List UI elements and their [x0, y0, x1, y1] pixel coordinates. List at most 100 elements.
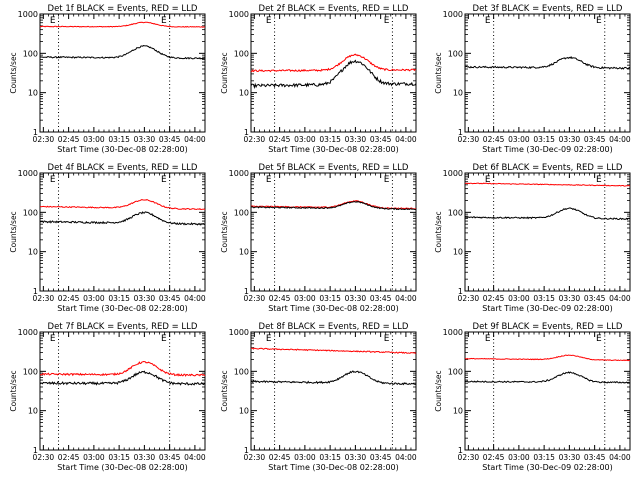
x-tick-label: 02:30 — [458, 135, 480, 144]
panel-title: Det 7f BLACK = Events, RED = LLD — [48, 322, 198, 332]
panel-title: Det 6f BLACK = Events, RED = LLD — [473, 163, 623, 173]
marker-label: E — [596, 334, 602, 344]
y-axis-label: Counts/sec — [434, 211, 443, 252]
plot-frame — [250, 172, 417, 292]
series-lld-line — [39, 360, 206, 377]
x-tick-label: 02:30 — [33, 294, 55, 303]
y-tick-label: 1000 — [229, 10, 249, 19]
y-tick-label: 1 — [33, 128, 38, 137]
marker-label: E — [266, 16, 272, 26]
y-tick-label: 1 — [244, 128, 249, 137]
plot-frame — [464, 13, 631, 133]
marker-label: E — [50, 16, 56, 26]
plot-frame — [39, 172, 206, 292]
series-events-line — [464, 371, 631, 384]
x-tick-label: 03:45 — [370, 135, 392, 144]
x-tick-label: 02:45 — [269, 453, 291, 462]
x-tick-label: 02:45 — [483, 135, 505, 144]
y-tick-label: 1 — [244, 446, 249, 455]
y-tick-label: 10 — [28, 407, 38, 416]
panel-title: Det 1f BLACK = Events, RED = LLD — [48, 4, 198, 14]
panel-title: Det 3f BLACK = Events, RED = LLD — [473, 4, 623, 14]
x-tick-label: 03:15 — [108, 135, 130, 144]
x-tick-label: 03:45 — [159, 294, 181, 303]
x-tick-label: 04:00 — [184, 453, 206, 462]
x-tick-label: 03:45 — [370, 453, 392, 462]
series-lld-line — [464, 182, 631, 187]
x-tick-label: 02:45 — [269, 135, 291, 144]
y-tick-label: 100 — [234, 208, 249, 217]
x-tick-label: 02:30 — [458, 294, 480, 303]
panel-title: Det 4f BLACK = Events, RED = LLD — [48, 163, 198, 173]
x-tick-label: 02:30 — [33, 135, 55, 144]
x-tick-label: 03:00 — [508, 294, 530, 303]
x-tick-label: 03:30 — [134, 294, 156, 303]
y-axis-label: Counts/sec — [220, 211, 229, 252]
series-events-line — [39, 370, 206, 386]
x-tick-label: 03:00 — [83, 135, 105, 144]
x-axis-label: Start Time (30-Dec-08 02:28:00) — [57, 463, 188, 472]
marker-label: E — [161, 175, 167, 185]
series-lld-line — [250, 347, 417, 354]
panel-title: Det 5f BLACK = Events, RED = LLD — [259, 163, 409, 173]
y-tick-label: 1000 — [443, 10, 463, 19]
panel-6: Det 6f BLACK = Events, RED = LLD 1 10 100 10… — [434, 163, 631, 313]
series-lld-line — [464, 354, 631, 362]
x-tick-label: 04:00 — [395, 135, 417, 144]
x-tick-label: 03:00 — [508, 135, 530, 144]
marker-label: E — [485, 334, 491, 344]
y-tick-label: 1000 — [229, 169, 249, 178]
x-tick-label: 03:30 — [134, 453, 156, 462]
panel-5: Det 5f BLACK = Events, RED = LLD 1 10 100 10… — [220, 163, 417, 313]
y-tick-label: 1000 — [18, 328, 38, 337]
series-lld-line — [40, 199, 206, 211]
y-tick-label: 1000 — [229, 328, 249, 337]
y-tick-label: 10 — [28, 248, 38, 257]
x-tick-label: 04:00 — [609, 294, 631, 303]
y-axis-label: Counts/sec — [434, 52, 443, 93]
y-axis-label: Counts/sec — [220, 370, 229, 411]
marker-label: E — [161, 16, 167, 26]
x-axis-label: Start Time (30-Dec-09 02:28:00) — [482, 304, 613, 313]
x-tick-label: 02:45 — [58, 294, 80, 303]
x-tick-label: 03:45 — [584, 453, 606, 462]
panel-7: Det 7f BLACK = Events, RED = LLD 1 10 100 10… — [9, 322, 206, 472]
series-events-line — [39, 45, 205, 60]
plot-frame — [464, 331, 631, 451]
plot-frame — [39, 13, 206, 133]
x-tick-label: 03:30 — [559, 294, 581, 303]
y-tick-label: 1 — [458, 287, 463, 296]
y-tick-label: 10 — [239, 407, 249, 416]
y-tick-label: 100 — [448, 367, 463, 376]
x-axis-label: Start Time (30-Dec-08 02:28:00) — [57, 145, 188, 154]
y-tick-label: 10 — [453, 407, 463, 416]
x-tick-label: 02:45 — [58, 135, 80, 144]
y-tick-label: 10 — [239, 89, 249, 98]
series-events-line — [464, 207, 631, 221]
x-tick-label: 03:15 — [533, 135, 555, 144]
x-tick-label: 03:00 — [294, 294, 316, 303]
x-axis-label: Start Time (30-Dec-09 02:28:00) — [482, 145, 613, 154]
marker-label: E — [485, 175, 491, 185]
y-tick-label: 1000 — [18, 169, 38, 178]
x-tick-label: 03:15 — [108, 294, 130, 303]
y-axis-label: Counts/sec — [9, 370, 18, 411]
y-tick-label: 100 — [234, 367, 249, 376]
marker-label: E — [266, 334, 272, 344]
x-tick-label: 02:30 — [244, 135, 266, 144]
series-lld-line — [39, 21, 205, 28]
y-tick-label: 100 — [448, 208, 463, 217]
x-axis-label: Start Time (30-Dec-08 02:28:00) — [268, 145, 399, 154]
x-axis-label: Start Time (30-Dec-08 02:28:00) — [268, 304, 399, 313]
x-axis-label: Start Time (30-Dec-08 02:28:00) — [57, 304, 188, 313]
y-tick-label: 1 — [244, 287, 249, 296]
series-events-line — [250, 59, 417, 90]
x-tick-label: 03:15 — [108, 453, 130, 462]
x-tick-label: 03:00 — [508, 453, 530, 462]
y-tick-label: 1000 — [443, 169, 463, 178]
marker-label: E — [50, 334, 56, 344]
x-tick-label: 03:15 — [319, 135, 341, 144]
x-tick-label: 04:00 — [609, 453, 631, 462]
plot-frame — [464, 172, 631, 292]
